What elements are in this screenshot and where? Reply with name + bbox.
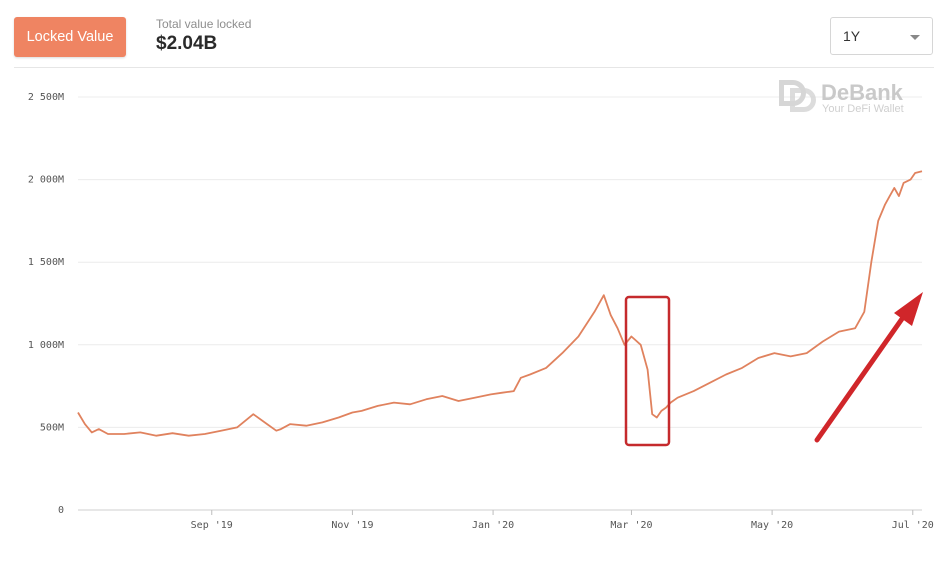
header-divider: [14, 67, 934, 68]
debank-watermark: DeBank Your DeFi Wallet: [779, 80, 904, 115]
watermark-brand: DeBank: [821, 80, 904, 105]
trend-arrow-head: [894, 292, 923, 326]
x-axis: Sep '19 Nov '19 Jan '20 Mar '20 May '20 Jul '…: [78, 509, 934, 531]
x-tick-label: Jul '20: [892, 520, 934, 531]
tvl-label: Total value locked: [156, 17, 252, 31]
y-tick-label: 2 500M: [28, 92, 64, 103]
y-tick-label: 2 000M: [28, 175, 64, 186]
x-tick-label: Jan '20: [472, 520, 514, 531]
y-tick-label: 1 000M: [28, 340, 64, 351]
locked-value-tab[interactable]: Locked Value: [14, 17, 126, 57]
series-group: [77, 170, 923, 437]
chevron-down-icon: [910, 35, 920, 40]
annotation-highlight: [624, 292, 923, 447]
x-tick-label: Sep '19: [191, 520, 233, 531]
tvl-value: $2.04B: [156, 33, 218, 54]
time-range-select[interactable]: 1Y: [830, 17, 933, 55]
debank-logo-icon: [779, 80, 816, 112]
x-tick-label: Nov '19: [331, 520, 373, 531]
time-range-value: 1Y: [843, 28, 861, 44]
grid-lines: [78, 96, 922, 428]
trend-arrow-shaft: [814, 313, 907, 443]
x-tick-label: Mar '20: [610, 520, 652, 531]
crash-highlight-box: [624, 295, 671, 447]
y-axis-ticks: 0 500M 1 000M 1 500M 2 000M 2 500M: [28, 92, 64, 516]
y-tick-label: 0: [58, 505, 64, 516]
tvl-series-line: [77, 170, 923, 437]
x-tick-label: May '20: [751, 520, 793, 531]
y-tick-label: 1 500M: [28, 257, 64, 268]
watermark-tagline: Your DeFi Wallet: [822, 103, 904, 115]
y-tick-label: 500M: [40, 422, 64, 433]
